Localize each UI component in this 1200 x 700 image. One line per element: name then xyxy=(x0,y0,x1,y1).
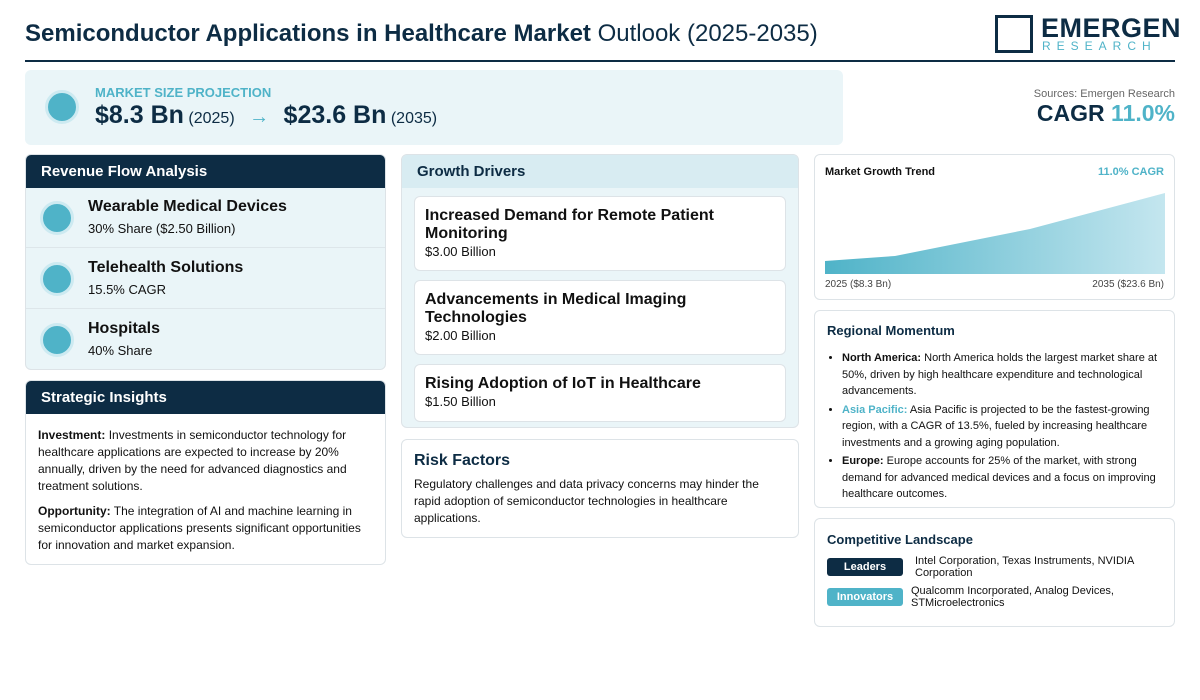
icon xyxy=(45,90,79,124)
logo-mark xyxy=(995,15,1033,53)
item-name: Hospitals xyxy=(88,320,161,337)
insight: Opportunity: The integration of AI and m… xyxy=(38,503,373,554)
cagr-value: 11.0% xyxy=(1111,100,1175,126)
strategic-insights: Strategic Insights Investment: Investmen… xyxy=(25,380,386,565)
insights-body: Investment: Investments in semiconductor… xyxy=(26,414,385,564)
region: Europe: Europe accounts for 25% of the m… xyxy=(842,453,1162,503)
competitive-landscape: Competitive Landscape Leaders Intel Corp… xyxy=(814,518,1175,627)
companies: Qualcomm Incorporated, Analog Devices, S… xyxy=(911,585,1114,609)
market-growth-trend: Market Growth Trend 11.0% CAGR 2025 ($8.… xyxy=(814,154,1175,300)
driver: Rising Adoption of IoT in Healthcare $1.5… xyxy=(414,364,786,422)
tier: Innovators xyxy=(827,588,903,606)
section-title: Revenue Flow Analysis xyxy=(26,155,385,188)
driver-value: $1.50 Billion xyxy=(425,394,496,409)
region: North America: North America holds the l… xyxy=(842,350,1162,400)
insight-text: The integration of AI and machine learni… xyxy=(38,504,361,552)
icon xyxy=(40,262,74,296)
driver-value: $3.00 Billion xyxy=(425,244,496,259)
item-detail: 15.5% CAGR xyxy=(88,282,167,297)
companies: Intel Corporation, Texas Instruments, NV… xyxy=(915,555,1134,579)
icon xyxy=(40,201,74,235)
end-value: $23.6 Bn xyxy=(283,101,387,129)
insight-label: Opportunity: xyxy=(38,504,111,518)
projection-values: $8.3 Bn (2025) → $23.6 Bn (2035) xyxy=(95,101,437,130)
revenue-item: Telehealth Solutions 15.5% CAGR xyxy=(26,249,385,309)
region-list: North America: North America holds the l… xyxy=(827,350,1162,503)
region-text: Europe accounts for 25% of the market, w… xyxy=(842,455,1156,500)
driver-name: Increased Demand for Remote Patient Moni… xyxy=(425,207,714,242)
regional-momentum: Regional Momentum North America: North A… xyxy=(814,310,1175,508)
projection-label: MARKET SIZE PROJECTION xyxy=(95,85,272,100)
projection: MARKET SIZE PROJECTION $8.3 Bn (2025) → … xyxy=(25,70,843,145)
item-name: Wearable Medical Devices xyxy=(88,198,287,215)
cagr: CAGR 11.0% xyxy=(1037,100,1175,127)
growth-drivers: Growth Drivers Increased Demand for Remo… xyxy=(401,154,799,428)
end-year: (2035) xyxy=(390,110,438,127)
region-name: North America: xyxy=(842,352,922,364)
start-year: (2025) xyxy=(188,110,235,127)
title: Semiconductor Applications in Healthcare… xyxy=(25,20,818,48)
item-detail: 30% Share ($2.50 Billion) xyxy=(88,221,236,236)
tier: Leaders xyxy=(827,558,903,576)
icon xyxy=(40,323,74,357)
region-name: Asia Pacific: xyxy=(842,403,908,416)
insight-label: Investment: xyxy=(38,428,106,442)
revenue-item: Wearable Medical Devices 30% Share ($2.50… xyxy=(26,188,385,248)
trend-area xyxy=(825,193,1165,274)
trend-title: Market Growth Trend xyxy=(825,166,936,178)
trend-cagr: 11.0% CAGR xyxy=(1097,166,1164,178)
insight: Investment: Investments in semiconductor… xyxy=(38,427,373,495)
section-title: Growth Drivers xyxy=(402,155,798,188)
revenue-item: Hospitals 40% Share xyxy=(26,310,385,369)
driver-name: Advancements in Medical Imaging Technolo… xyxy=(425,291,687,326)
section-title: Strategic Insights xyxy=(26,381,385,414)
logo-sub: RESEARCH xyxy=(1042,39,1157,53)
driver-value: $2.00 Billion xyxy=(425,328,496,343)
rule xyxy=(25,60,1175,62)
region-name: Europe: xyxy=(842,455,884,467)
insight-text: Investments in semiconductor technology … xyxy=(38,428,347,493)
item-detail: 40% Share xyxy=(88,343,153,358)
risk-factors: Risk Factors Regulatory challenges and d… xyxy=(401,439,799,538)
driver-name: Rising Adoption of IoT in Healthcare xyxy=(425,375,701,392)
region: Asia Pacific: Asia Pacific is projected … xyxy=(842,402,1162,452)
title-light: Outlook (2025-2035) xyxy=(597,20,818,47)
region-text: Asia Pacific is projected to be the fast… xyxy=(842,403,1150,449)
arrow: → xyxy=(249,106,270,128)
logo: EMERGEN xyxy=(1041,13,1182,43)
sources: Sources: Emergen Research xyxy=(1033,88,1175,100)
driver: Advancements in Medical Imaging Technolo… xyxy=(414,280,786,355)
driver: Increased Demand for Remote Patient Moni… xyxy=(414,196,786,271)
section-title: Competitive Landscape xyxy=(827,532,973,547)
region-text: North America holds the largest market s… xyxy=(842,352,1158,397)
risk-text: Regulatory challenges and data privacy c… xyxy=(414,477,759,525)
trend-end: 2035 ($23.6 Bn) xyxy=(1092,279,1164,290)
section-title: Risk Factors xyxy=(414,452,511,469)
item-name: Telehealth Solutions xyxy=(88,259,244,276)
trend-start: 2025 ($8.3 Bn) xyxy=(825,279,892,290)
cagr-label: CAGR xyxy=(1036,100,1105,126)
area xyxy=(825,193,1165,274)
revenue-flow: Revenue Flow Analysis Wearable Medical D… xyxy=(25,154,386,370)
title-bold: Semiconductor Applications in Healthcare… xyxy=(25,20,591,47)
start-value: $8.3 Bn xyxy=(95,101,184,129)
section-title: Regional Momentum xyxy=(827,323,955,338)
